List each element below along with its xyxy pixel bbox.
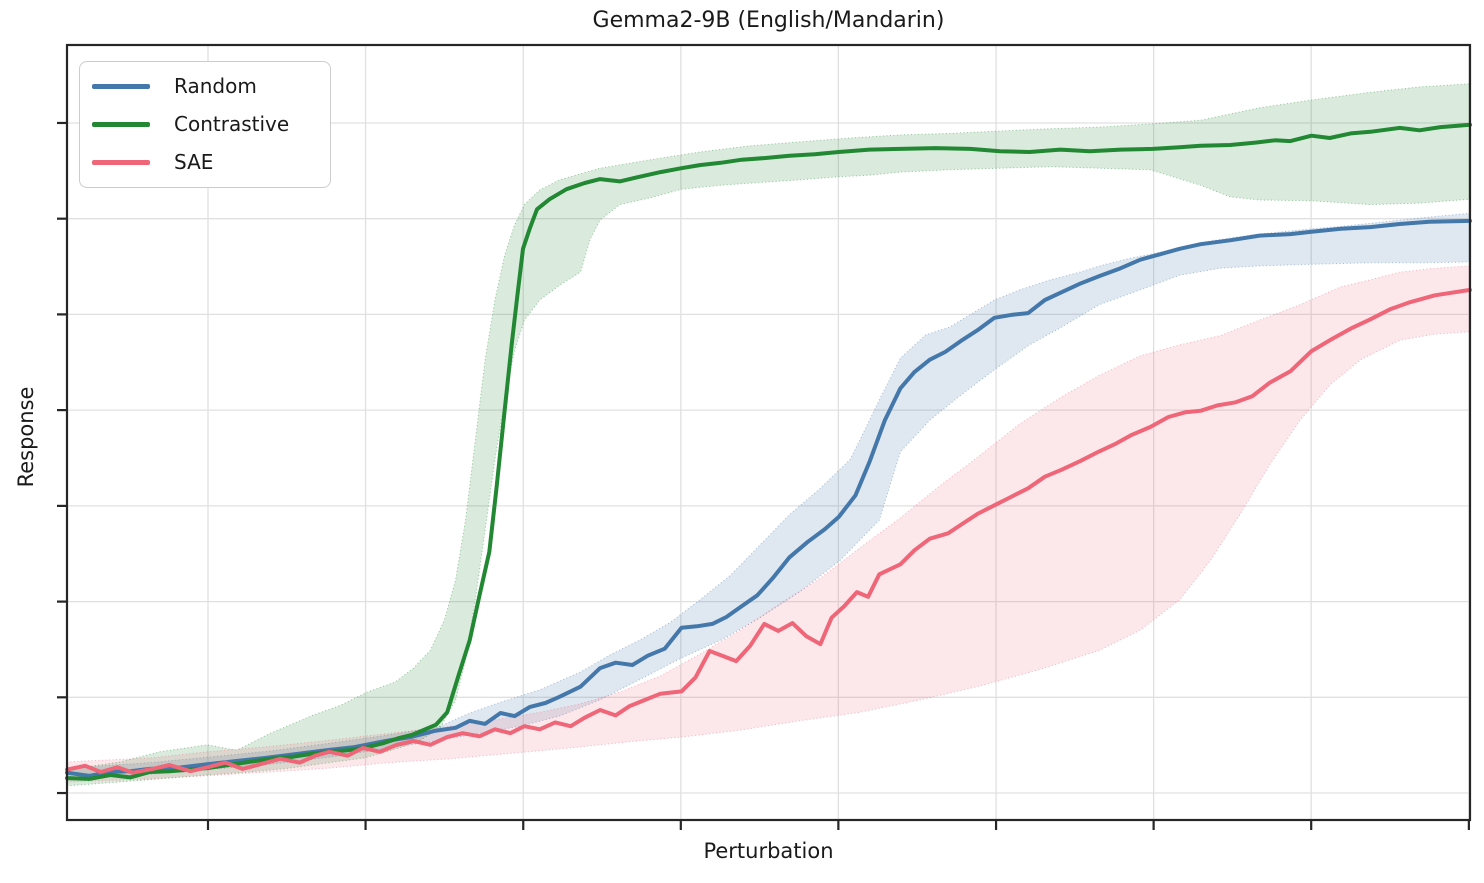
sae-line-swatch: [92, 160, 150, 165]
sae-line: [65, 287, 1472, 775]
random-line-swatch: [92, 84, 150, 89]
contrastive-band-edge-upper: [66, 83, 1471, 771]
plot-border: [65, 43, 1472, 822]
legend-label-contrastive: Contrastive: [174, 112, 290, 136]
contrastive-line: [65, 122, 1472, 781]
random-band-edge-lower: [66, 261, 1471, 780]
contrastive-confidence-band: [67, 83, 1470, 786]
x-axis-label: Perturbation: [703, 839, 834, 863]
legend-item-contrastive: Contrastive: [92, 112, 316, 137]
legend-item-random: Random: [92, 74, 316, 99]
contrastive-line-swatch: [92, 122, 150, 127]
sae-confidence-band: [67, 265, 1470, 782]
legend-label-sae: SAE: [174, 150, 214, 174]
random-band-edge-upper: [66, 212, 1471, 769]
sae-band-edge-upper: [66, 265, 1471, 763]
random-line: [65, 218, 1472, 778]
y-axis-label: Response: [14, 386, 38, 488]
chart-title: Gemma2-9B (English/Mandarin): [592, 8, 945, 33]
legend-item-sae: SAE: [92, 150, 316, 175]
legend-box: Random Contrastive SAE: [79, 61, 331, 188]
legend-label-random: Random: [174, 74, 257, 98]
sae-band-edge-lower: [66, 331, 1471, 783]
